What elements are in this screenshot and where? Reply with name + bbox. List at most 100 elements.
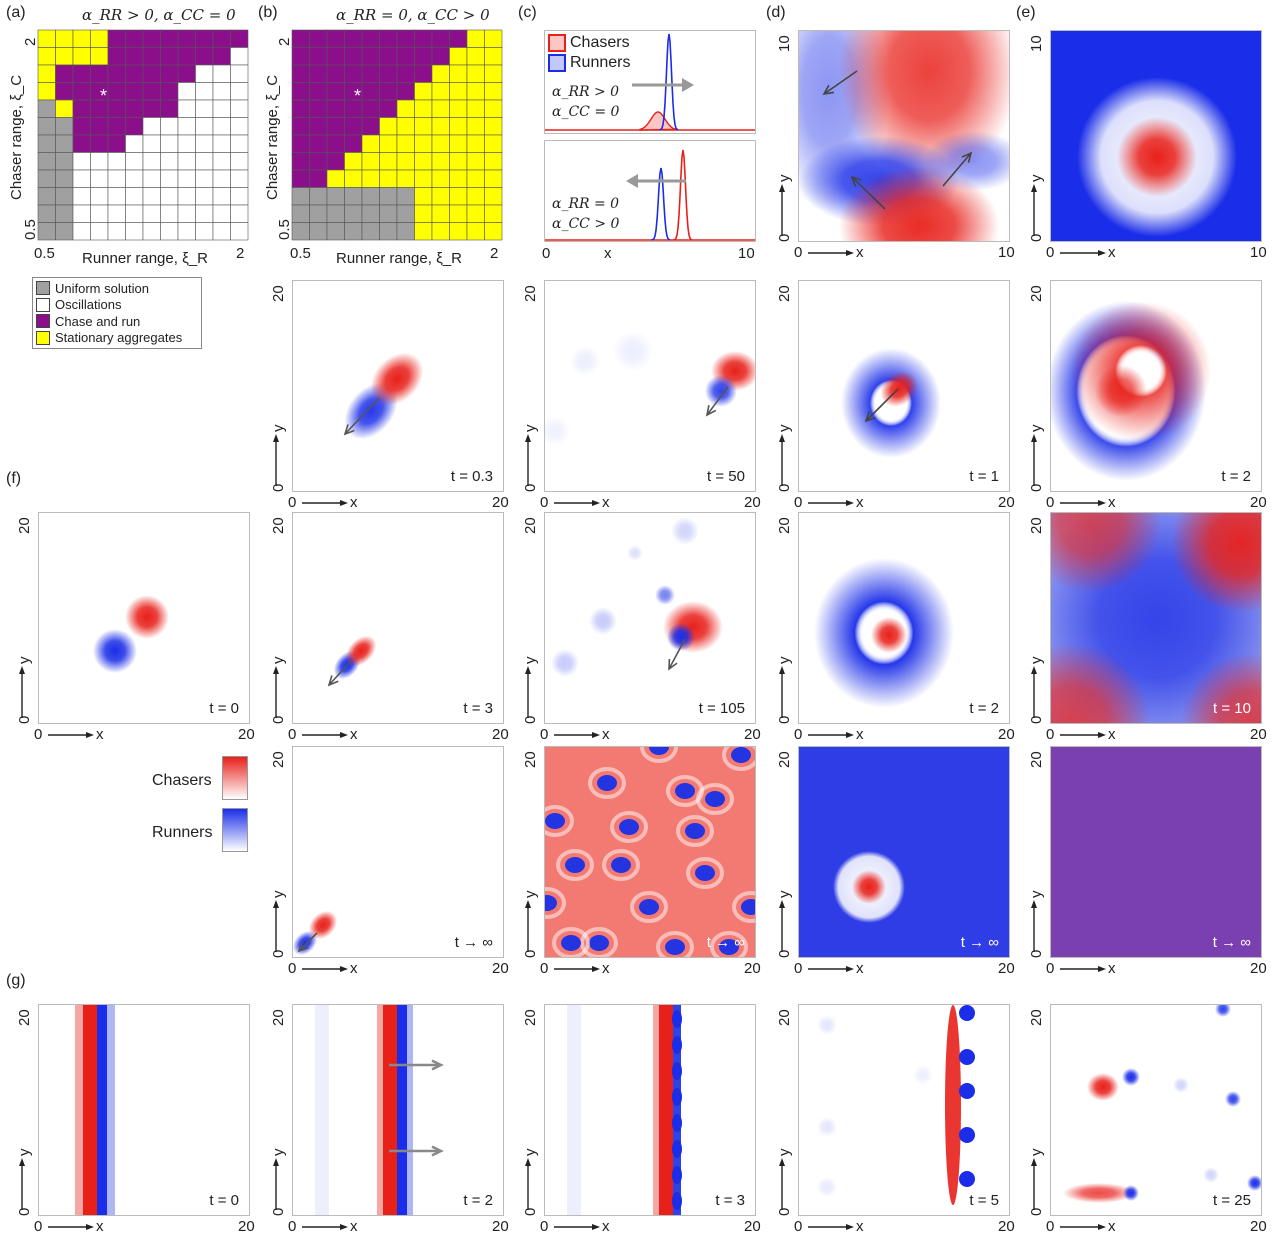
phase-cell	[160, 117, 179, 136]
phase-cell	[142, 47, 161, 66]
x-zero-tick: 0	[1046, 960, 1055, 977]
runner-bead	[672, 1062, 682, 1080]
runner-bead	[672, 1140, 682, 1158]
phase-cell	[90, 117, 109, 136]
phase-cell	[195, 204, 214, 223]
colorbar-chasers	[222, 756, 248, 800]
phase-cell	[72, 169, 91, 188]
phase-cell	[414, 29, 433, 48]
phase-cell	[396, 29, 415, 48]
y-zero-tick: 0	[16, 1207, 33, 1216]
y-zero-tick: 0	[522, 949, 539, 958]
x-zero-tick: 0	[794, 244, 803, 261]
chaser-density	[1063, 1183, 1135, 1203]
phase-cell	[37, 222, 56, 241]
direction-arrow-head	[431, 1059, 444, 1071]
ylabel-b: Chaser range, ξ_C	[264, 74, 281, 200]
x-axis-label: x	[856, 244, 864, 261]
runner-density	[1173, 1077, 1189, 1093]
y-axis-label: y	[1028, 890, 1045, 899]
x-axis-label: x	[856, 726, 864, 743]
legend-a-item: Uniform solution	[36, 280, 182, 297]
x-zero-tick: 0	[540, 960, 549, 977]
legend-a-label: Uniform solution	[55, 280, 149, 296]
phase-cell	[195, 222, 214, 241]
y-axis-label: y	[1028, 1148, 1045, 1157]
direction-arrow-head	[864, 411, 876, 423]
phase-cell	[484, 117, 503, 136]
direction-arrow-head	[850, 175, 862, 187]
phase-cell	[55, 29, 74, 48]
phase-cell	[466, 64, 485, 83]
phase-cell	[90, 169, 109, 188]
phase-cell	[195, 169, 214, 188]
runner-bead	[672, 1192, 682, 1210]
phase-cell	[37, 29, 56, 48]
phase-cell	[37, 204, 56, 223]
phase-cell	[72, 222, 91, 241]
phase-cell	[466, 117, 485, 136]
phase-cell	[212, 204, 231, 223]
phase-cell	[37, 187, 56, 206]
phase-grid-a	[37, 29, 249, 241]
phase-cell	[107, 64, 126, 83]
phase-cell	[37, 117, 56, 136]
y-max-tick: 20	[1028, 285, 1045, 302]
runner-bead	[672, 1166, 682, 1184]
panel-g4: t = 5	[798, 1004, 1010, 1216]
direction-arrow-head	[668, 658, 678, 671]
x-zero-tick: 0	[540, 726, 549, 743]
x-max-tick: 20	[998, 494, 1015, 511]
phase-cell	[72, 134, 91, 153]
legend-c: Chasers Runners	[548, 33, 630, 73]
panel-f-row2-e: t = 10	[1050, 512, 1262, 724]
legend-a	[32, 277, 202, 349]
phase-cell	[212, 99, 231, 118]
time-label: t = 105	[698, 700, 745, 717]
phase-cell	[291, 29, 310, 48]
phase-cell	[195, 47, 214, 66]
phase-cell	[344, 204, 363, 223]
runner-spot	[649, 747, 669, 755]
phase-cell	[449, 29, 468, 48]
x-max-tick: 20	[998, 726, 1015, 743]
phase-cell	[125, 29, 144, 48]
legend-c-chaser-swatch	[548, 34, 566, 52]
label-f: (f)	[6, 470, 22, 487]
phase-cell	[107, 152, 126, 171]
legend-a-item: Chase and run	[36, 313, 182, 330]
phase-cell	[195, 117, 214, 136]
xlabel-c: x	[604, 245, 612, 262]
runner-density	[1225, 1091, 1241, 1107]
phase-cell	[431, 82, 450, 101]
phase-cell	[90, 47, 109, 66]
phase-cell	[160, 47, 179, 66]
panel-f-row2-b: t = 3	[292, 512, 504, 724]
x-max-tick: 20	[492, 960, 509, 977]
phase-cell	[379, 152, 398, 171]
phase-cell	[55, 169, 74, 188]
xtick-c-left: 0	[542, 245, 551, 262]
phase-cell	[90, 134, 109, 153]
direction-arrow-head	[961, 151, 973, 163]
x-zero-tick: 0	[34, 726, 43, 743]
legend-c-runners: Runners	[570, 54, 631, 71]
direction-arrow	[865, 388, 899, 422]
y-max-tick: 20	[776, 751, 793, 768]
c-bot-line1: α_RR = 0	[552, 196, 620, 212]
phase-cell	[309, 47, 328, 66]
runner-density	[93, 629, 137, 673]
y-axis-label: y	[776, 424, 793, 433]
y-zero-tick: 0	[1028, 483, 1045, 492]
runner-halo	[710, 931, 748, 957]
x-zero-tick: 0	[288, 726, 297, 743]
phase-cell	[142, 117, 161, 136]
phase-cell	[291, 64, 310, 83]
x-max-tick: 20	[492, 494, 509, 511]
x-zero-tick: 0	[794, 494, 803, 511]
phase-cell	[449, 134, 468, 153]
x-max-tick: 20	[1250, 960, 1267, 977]
phase-cell	[449, 204, 468, 223]
y-axis-label: y	[776, 174, 793, 183]
phase-cell	[484, 29, 503, 48]
